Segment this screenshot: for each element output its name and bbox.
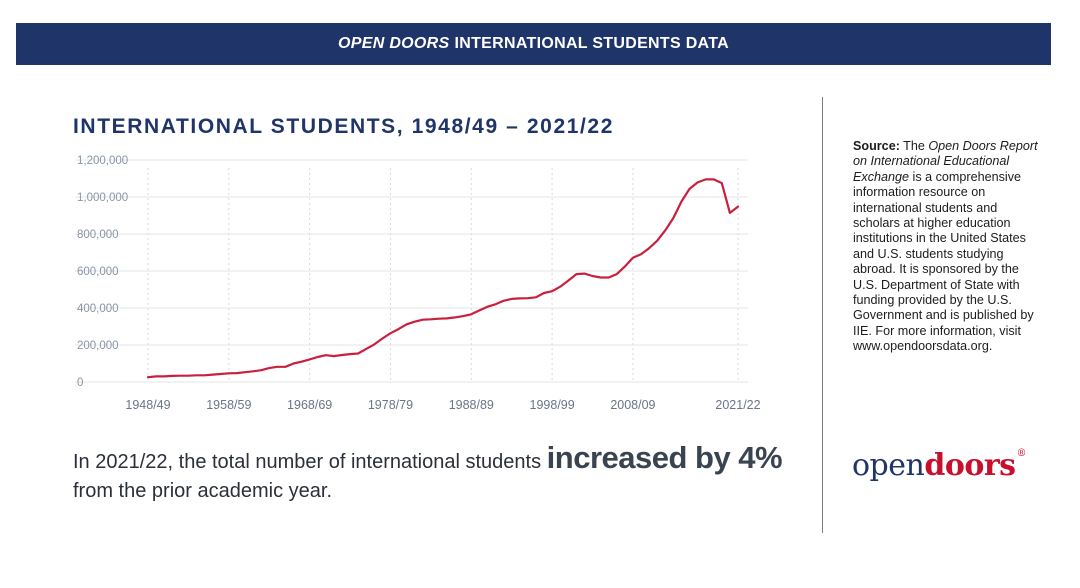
source-pre: The (899, 139, 929, 153)
logo-open: open (852, 448, 925, 483)
line-chart: 0 200,000 400,000 600,000 800,000 1,000,000 1,… (75, 155, 760, 412)
y-tick-label: 200,000 (77, 340, 119, 352)
series-line (146, 178, 740, 379)
x-tick-label: 1958/59 (206, 398, 251, 412)
x-tick-label: 1948/49 (125, 398, 170, 412)
y-tick-label: 1,000,000 (77, 192, 128, 204)
x-tick-label: 1988/89 (449, 398, 494, 412)
y-tick-label: 1,200,000 (77, 155, 128, 167)
summary-prefix: In 2021/22, the total number of internat… (73, 451, 547, 473)
summary-suffix: from the prior academic year. (73, 480, 332, 502)
logo-registered-mark: ® (1016, 448, 1027, 459)
summary-text: In 2021/22, the total number of internat… (73, 440, 813, 506)
x-tick-label: 2021/22 (715, 398, 760, 412)
chart-title: INTERNATIONAL STUDENTS, 1948/49 – 2021/2… (73, 115, 614, 138)
banner-title: INTERNATIONAL STUDENTS DATA (454, 35, 729, 52)
x-tick-label: 2008/09 (610, 398, 655, 412)
banner-brand: OPEN DOORS (338, 35, 450, 52)
y-tick-label: 400,000 (77, 303, 119, 315)
source-report-title: Open Doors Report on International Educa… (853, 139, 1038, 184)
summary-emphasis: increased by 4% (546, 440, 783, 475)
header-banner: OPEN DOORS INTERNATIONAL STUDENTS DATA (16, 23, 1051, 65)
vertical-divider (822, 97, 823, 533)
y-tick-label: 800,000 (77, 229, 119, 241)
source-body: is a comprehensive information resource … (853, 169, 1034, 354)
source-label: Source: (853, 139, 900, 153)
x-tick-label: 1968/69 (287, 398, 332, 412)
y-tick-label: 0 (77, 377, 83, 389)
opendoors-logo: opendoors® (852, 448, 1027, 483)
source-note: Source: The Open Doors Report on Interna… (853, 139, 1043, 355)
logo-doors: doors (924, 448, 1016, 483)
x-tick-label: 1998/99 (530, 398, 575, 412)
x-tick-label: 1978/79 (368, 398, 413, 412)
y-tick-label: 600,000 (77, 266, 119, 278)
